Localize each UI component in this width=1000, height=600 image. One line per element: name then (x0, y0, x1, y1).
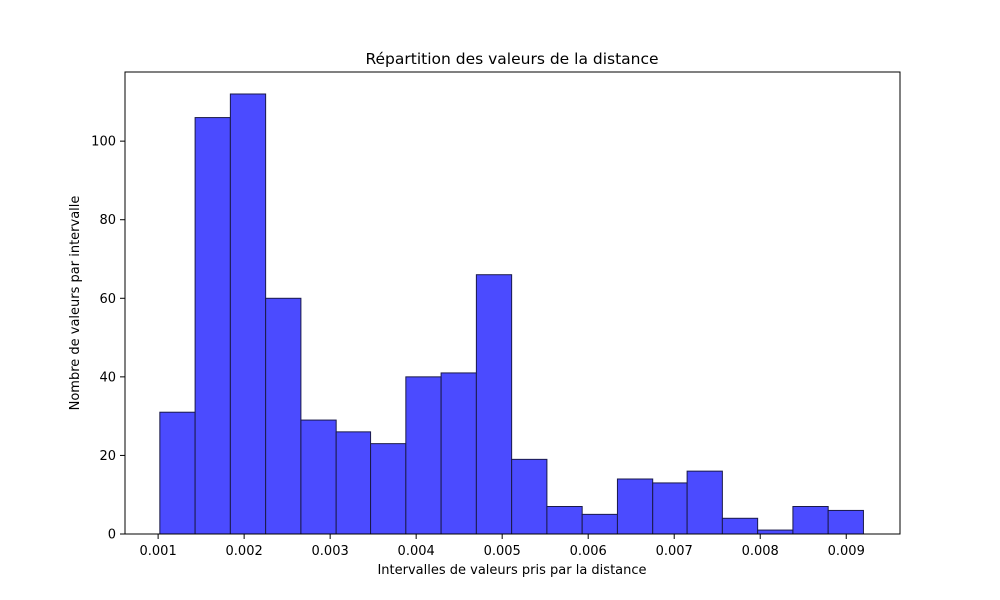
histogram-bar (546, 506, 583, 535)
bars-group (159, 93, 864, 535)
x-tick-label: 0.006 (570, 544, 607, 559)
x-tick-label: 0.002 (226, 544, 263, 559)
y-tick-label: 80 (99, 213, 116, 228)
histogram-bar (757, 529, 794, 535)
histogram-bar (335, 431, 372, 535)
histogram-bar (827, 509, 864, 535)
histogram-bar (652, 482, 688, 535)
histogram-bar (194, 117, 231, 535)
x-tick-label: 0.005 (484, 544, 521, 559)
histogram-bar (159, 411, 196, 535)
x-tick-label: 0.003 (312, 544, 349, 559)
x-axis-label: Intervalles de valeurs pris par la dista… (377, 563, 646, 578)
plot-frame (124, 71, 901, 535)
y-axis-label: Nombre de valeurs par intervalle (68, 196, 83, 411)
y-tick-label: 40 (99, 370, 116, 385)
chart-title: Répartition des valeurs de la distance (365, 50, 658, 68)
y-tick-label: 60 (99, 292, 116, 307)
histogram-bar (792, 506, 829, 535)
x-tick-label: 0.007 (656, 544, 693, 559)
x-tick-label: 0.008 (742, 544, 779, 559)
x-tick-label: 0.009 (828, 544, 865, 559)
x-tick-label: 0.001 (140, 544, 177, 559)
x-axis-ticks: 0.001 0.002 0.003 0.004 0.005 0.006 0.007 0.008… (140, 534, 865, 559)
y-tick-label: 100 (91, 135, 116, 150)
histogram-bar (686, 470, 723, 535)
histogram-bar (265, 297, 302, 535)
histogram-bar (475, 274, 513, 535)
histogram-bar (581, 513, 618, 535)
histogram-bar (370, 443, 407, 535)
histogram-bar (440, 372, 477, 535)
y-tick-label: 20 (99, 449, 116, 464)
y-tick-label: 0 (108, 528, 116, 543)
y-axis-ticks: 0 20 40 60 80 100 (91, 135, 125, 543)
histogram-bar (405, 376, 442, 535)
x-tick-label: 0.004 (398, 544, 435, 559)
histogram-bar (229, 93, 267, 535)
histogram-bar (511, 458, 548, 535)
histogram-bar (616, 478, 654, 535)
histogram-bar (300, 419, 337, 535)
histogram-bar (721, 517, 759, 535)
